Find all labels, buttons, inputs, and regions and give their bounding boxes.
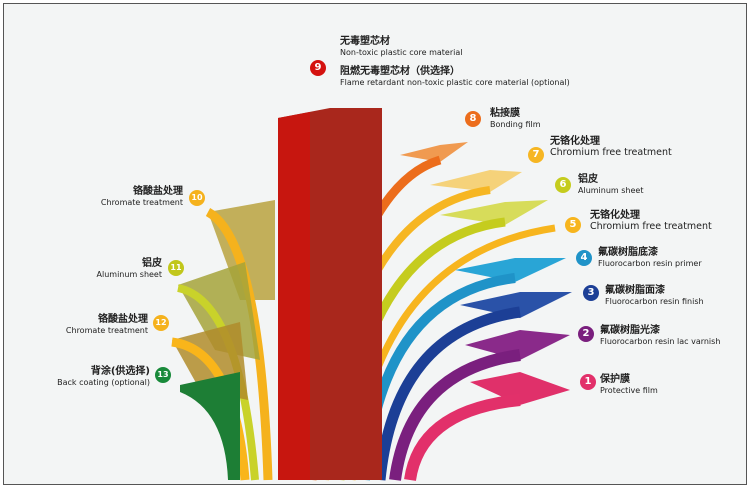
label-10: 铬酸盐处理 Chromate treatment [101,186,183,207]
label-9-en: Non-toxic plastic core material [340,47,463,57]
label-13: 背涂(供选择) Back coating (optional) [57,366,150,387]
label-8: 粘接膜 Bonding film [490,108,541,129]
layer-13-sheet [180,372,240,480]
label-12: 铬酸盐处理 Chromate treatment [66,314,148,335]
badge-8: 8 [465,111,481,127]
layer-3-sheet [460,292,572,318]
label-6-cn: 铝皮 [578,174,598,185]
label-9-cn: 无毒塑芯材 [340,36,390,47]
label-9-cn2: 阻燃无毒塑芯材（供选择） [340,66,460,77]
label-12-cn: 铬酸盐处理 [98,314,148,325]
badge-9: 9 [310,60,326,76]
badge-5: 5 [565,217,581,233]
layer-6-sheet [440,200,548,225]
layer-3-band [374,306,521,481]
label-5: 无铬化处理 Chromium free treatment [590,210,712,232]
layer-2-sheet [465,330,570,360]
label-9-en2: Flame retardant non-toxic plastic core m… [340,77,570,87]
label-11-en: Aluminum sheet [96,269,162,279]
label-1: 保护膜 Protective film [600,374,658,395]
label-3-en: Fluorocarbon resin finish [605,296,704,306]
label-6: 铝皮 Aluminum sheet [578,174,643,195]
label-1-en: Protective film [600,385,658,395]
label-10-cn: 铬酸盐处理 [133,186,183,197]
label-9: 无毒塑芯材 Non-toxic plastic core material [340,36,462,57]
label-3-cn: 氟碳树脂面漆 [605,285,665,296]
badge-13: 13 [155,367,171,383]
label-6-en: Aluminum sheet [578,185,644,195]
label-13-cn: 背涂(供选择) [90,366,150,377]
badge-6: 6 [555,177,571,193]
badge-12: 12 [153,315,169,331]
badge-4: 4 [576,250,592,266]
label-9-alt: 阻燃无毒塑芯材（供选择） Flame retardant non-toxic p… [340,66,570,87]
label-7-cn: 无铬化处理 [550,136,600,147]
label-2-en: Fluorocarbon resin lac varnish [600,336,721,346]
label-4: 氟碳树脂底漆 Fluorocarbon resin primer [598,247,702,268]
label-5-cn: 无铬化处理 [590,210,640,221]
label-12-en: Chromate treatment [65,325,148,335]
badge-3: 3 [583,285,599,301]
layer-1-band [404,394,521,482]
label-13-en: Back coating (optional) [57,377,150,387]
label-2-cn: 氟碳树脂光漆 [600,325,660,336]
label-8-cn: 粘接膜 [490,108,520,119]
badge-11: 11 [168,260,184,276]
badge-10: 10 [189,190,205,206]
label-7-en: Chromium free treatment [550,146,672,158]
badge-7: 7 [528,147,544,163]
label-2: 氟碳树脂光漆 Fluorocarbon resin lac varnish [600,325,720,346]
layer-2-band [389,349,521,481]
label-8-en: Bonding film [490,119,541,129]
label-5-en: Chromium free treatment [590,220,712,232]
layer-9-core-face [278,112,310,480]
label-4-en: Fluorocarbon resin primer [598,258,702,268]
label-10-en: Chromate treatment [100,197,183,207]
layer-4-sheet [455,258,566,282]
label-1-cn: 保护膜 [600,374,630,385]
label-11: 铝皮 Aluminum sheet [97,258,162,279]
layer-8-sheet [400,142,468,162]
label-11-cn: 铝皮 [142,258,162,269]
layer-7-sheet [430,170,522,192]
label-4-cn: 氟碳树脂底漆 [598,247,658,258]
badge-2: 2 [578,326,594,342]
badge-1: 1 [580,374,596,390]
label-3: 氟碳树脂面漆 Fluorocarbon resin finish [605,285,704,306]
label-7: 无铬化处理 Chromium free treatment [550,136,672,158]
layer-1-sheet [470,372,570,405]
